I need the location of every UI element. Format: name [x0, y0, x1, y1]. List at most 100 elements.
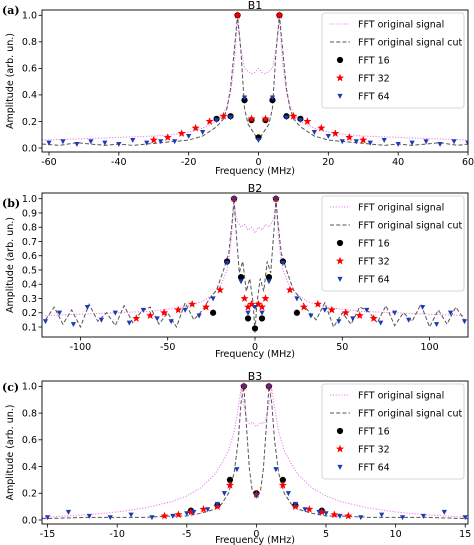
series-4-point: [149, 135, 158, 144]
series-5-point: [451, 139, 457, 145]
y-axis-label: Amplitude (arb. un.): [5, 33, 16, 129]
y-tick-label: 1.0: [22, 194, 37, 205]
series-5-point: [437, 141, 443, 147]
series-5-point: [154, 316, 160, 322]
series-5-point: [126, 320, 132, 326]
series-5-point: [86, 513, 92, 519]
series-5-point: [88, 139, 94, 145]
y-tick-label: 0.6: [22, 64, 37, 75]
legend-entry: FFT original signal cut: [358, 220, 462, 231]
legend-marker-swatch: [336, 239, 344, 247]
series-3-point: [237, 274, 245, 281]
series-3-point: [226, 476, 234, 483]
series-4-point: [160, 511, 169, 520]
x-tick-label: 0: [255, 157, 261, 168]
series-5-point: [358, 515, 364, 521]
series-5-point: [128, 512, 134, 518]
plot-area: [42, 11, 468, 147]
series-4-point: [225, 481, 234, 489]
series-5-point: [266, 279, 272, 285]
series-5-point: [42, 319, 49, 325]
series-5-point: [158, 139, 164, 145]
x-tick-label: -100: [70, 342, 92, 353]
series-5-point: [337, 513, 343, 519]
series-3-point: [293, 309, 301, 316]
series-4-point: [317, 123, 326, 132]
series-5-point: [441, 509, 447, 515]
panel-label: (b): [2, 197, 20, 210]
y-tick-label: 0.2: [22, 308, 37, 319]
series-4-point: [186, 507, 195, 516]
series-4-point: [219, 111, 228, 120]
legend: FFT original signal FFT original signal c…: [321, 195, 465, 292]
y-tick-label: 0.4: [22, 280, 37, 291]
series-5-point: [433, 322, 440, 328]
series-4-point: [303, 117, 312, 125]
series-5-point: [259, 310, 265, 316]
series-5-point: [210, 296, 216, 302]
x-tick-label: 5: [323, 529, 329, 540]
legend-entry: FFT 64: [358, 274, 390, 285]
series-4-point: [177, 129, 186, 137]
series-5-point: [273, 196, 279, 202]
series-4-point: [278, 481, 287, 489]
series-3-point: [258, 315, 266, 322]
series-5-point: [170, 513, 176, 519]
y-tick-label: 0.6: [22, 251, 37, 262]
series-5-point: [144, 140, 150, 146]
series-4-point: [299, 302, 308, 311]
series-5-point: [245, 310, 251, 316]
series-5-point: [200, 130, 206, 135]
series-4-point: [233, 11, 242, 19]
series-5-point: [285, 491, 292, 497]
series-5-point: [399, 515, 406, 521]
series-5-point: [205, 507, 211, 513]
series-4-point: [247, 300, 256, 308]
legend-marker-swatch: [337, 464, 343, 470]
panel-label: (c): [2, 381, 19, 394]
series-3-point: [244, 315, 252, 322]
series-5-point: [367, 140, 373, 146]
series-5-point: [283, 115, 290, 121]
series-5-point: [241, 384, 247, 390]
legend-entry: FFT 16: [358, 55, 390, 66]
series-5-point: [213, 118, 220, 124]
series-5-point: [140, 307, 146, 313]
legend-entry: FFT 16: [358, 238, 390, 249]
x-tick-label: 20: [322, 157, 334, 168]
y-tick-label: 0.6: [22, 435, 37, 446]
series-5-point: [379, 512, 385, 518]
series-5-point: [214, 501, 221, 507]
series-5-point: [273, 467, 279, 473]
series-5-point: [395, 141, 401, 147]
series-4-point: [261, 114, 270, 123]
x-axis-label: Frequency (MHz): [215, 166, 295, 177]
series-4-point: [359, 135, 368, 144]
series-5-point: [44, 515, 51, 521]
y-tick-label: 1.0: [22, 382, 37, 393]
plot-area: [42, 382, 468, 521]
series-5-point: [297, 118, 303, 124]
series-5-point: [46, 140, 52, 146]
series-5-point: [325, 133, 331, 139]
series-4-point: [202, 302, 211, 311]
series-5-point: [196, 313, 202, 319]
x-tick-label: -5: [182, 529, 191, 540]
series-4-point: [331, 129, 340, 137]
series-5-point: [392, 310, 398, 316]
x-tick-label: -40: [111, 157, 127, 168]
plot-area: [42, 194, 468, 333]
chart-title: B2: [248, 182, 263, 195]
series-4-point: [317, 507, 326, 516]
series-5-point: [462, 515, 468, 521]
series-4-point: [355, 311, 364, 320]
series-4-point: [275, 11, 284, 19]
x-axis-label: Frequency (MHz): [215, 349, 295, 360]
series-5-point: [74, 141, 80, 147]
series-5-point: [294, 296, 300, 302]
y-tick-label: 0.0: [22, 515, 37, 526]
chart-panel-1: (a) B1 -60 -40 -20 0 20 40 60 0.0 0.2 0.4 0.6 0.8 1.0 F…: [2, 0, 474, 177]
series-5-point: [168, 319, 174, 325]
y-tick-label: 0.9: [22, 208, 37, 219]
